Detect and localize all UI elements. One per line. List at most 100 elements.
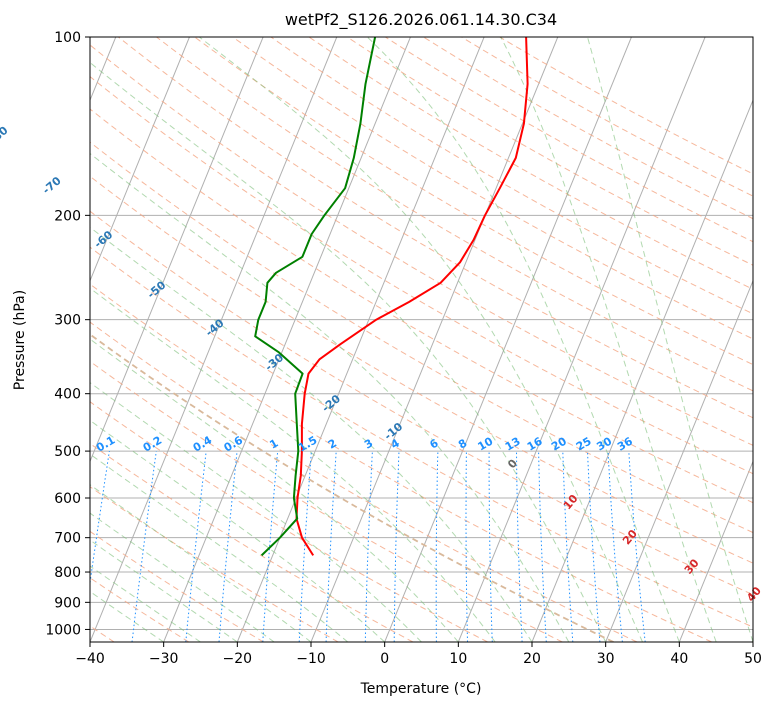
dry-adiabat-line	[232, 37, 753, 340]
isotherm-label: -10	[382, 420, 406, 443]
dry-adiabat-line	[423, 37, 753, 220]
y-tick-label: 600	[54, 491, 81, 507]
x-axis-title: Temperature (°C)	[360, 681, 482, 697]
mixing-ratio-line	[435, 451, 439, 642]
mixing-ratio-line	[538, 451, 547, 642]
isotherm-line	[90, 37, 338, 642]
dry-adiabat-label: 30	[682, 556, 702, 576]
x-tick-label: 20	[523, 651, 541, 667]
isotherm-label: -80	[0, 124, 11, 147]
dry-adiabat-line	[194, 37, 753, 366]
y-tick-label: 300	[54, 313, 81, 329]
dry-adiabat-line	[90, 321, 638, 642]
plot-frame	[89, 36, 754, 643]
mixing-ratio-line	[364, 451, 373, 642]
moist-adiabat-line	[587, 37, 753, 642]
moist-adiabat-line	[90, 338, 459, 642]
dry-adiabat-line	[156, 37, 753, 392]
moist-adiabat-line	[90, 61, 607, 642]
moist-adiabat-line	[90, 512, 275, 642]
dry-adiabat-line	[90, 246, 753, 628]
dewpoint-line	[254, 37, 377, 557]
dry-adiabat-line	[90, 75, 753, 475]
isotherm-line	[605, 279, 753, 642]
y-tick-label: 500	[54, 444, 81, 460]
dry-adiabat-line	[90, 442, 414, 642]
x-tick-label: −30	[149, 651, 179, 667]
profile-lines	[254, 37, 529, 557]
moist-adiabat-line	[90, 484, 312, 642]
moist-adiabat-line	[90, 453, 349, 642]
mixing-ratio-line	[218, 451, 238, 642]
isotherm-line	[310, 37, 559, 642]
dry-adiabat-line	[90, 283, 712, 642]
x-tick-label: 0	[380, 651, 389, 667]
y-tick-label: 200	[54, 208, 81, 224]
chart-title: wetPf2_S126.2026.061.14.30.C34	[285, 10, 557, 30]
dry-adiabat-label: 20	[620, 527, 640, 547]
y-tick-label: 100	[54, 30, 81, 46]
reference-adiabat-line	[90, 333, 614, 642]
moist-adiabat-line	[90, 287, 496, 642]
isotherm-label: -30	[263, 351, 287, 374]
mixing-ratio-line	[90, 451, 110, 587]
moist-adiabat-line	[90, 381, 422, 642]
y-axis-title: Pressure (hPa)	[12, 290, 28, 390]
isotherm-label: -50	[145, 278, 169, 301]
isotherm-line	[531, 98, 753, 642]
mixing-ratio-label: 6	[428, 436, 441, 451]
x-tick-label: −40	[75, 651, 105, 667]
moist-adiabat-line	[500, 37, 717, 642]
axes: −40 −30 −20 −10 0 10 20 30 40 5010009008007006005…	[45, 30, 762, 667]
dry-adiabat-line	[117, 37, 753, 419]
moist-adiabat-line	[90, 565, 201, 642]
y-tick-label: 900	[54, 595, 81, 611]
dry-adiabat-line	[90, 210, 753, 596]
mixing-ratio-line	[131, 451, 157, 642]
y-tick-label: 700	[54, 531, 81, 547]
mixing-ratio-line	[465, 451, 468, 642]
x-tick-label: −20	[223, 651, 253, 667]
dry-adiabat-line	[90, 175, 753, 564]
isotherm-line	[678, 460, 753, 642]
isotherm-line	[90, 37, 190, 283]
moist-adiabat-line	[90, 226, 533, 642]
mixing-ratio-line	[325, 451, 337, 642]
isotherm-label: -70	[40, 174, 64, 197]
dry-adiabat-line	[90, 44, 753, 446]
dry-adiabat-line	[499, 37, 753, 175]
dry-adiabat-line	[90, 530, 264, 642]
mixing-ratio-label: 1	[267, 437, 280, 452]
dry-adiabat-line	[90, 360, 563, 642]
moist-adiabat-line	[90, 419, 386, 642]
x-tick-label: 10	[449, 651, 467, 667]
dry-adiabat-label: 0	[505, 457, 520, 471]
x-tick-label: 50	[744, 651, 762, 667]
isotherm-line	[90, 37, 264, 463]
dry-adiabat-line	[90, 577, 190, 642]
moist-adiabat-line	[90, 152, 570, 642]
y-tick-label: 1000	[45, 622, 81, 638]
x-tick-label: 40	[670, 651, 688, 667]
mixing-ratio-label: 3	[362, 437, 375, 452]
isotherm-label: -20	[319, 392, 343, 415]
mixing-ratio-line	[488, 451, 493, 642]
y-tick-label: 800	[54, 565, 81, 581]
isotherm-line	[163, 37, 411, 642]
isotherm-line	[384, 37, 632, 642]
dry-adiabat-label: 40	[744, 584, 764, 604]
temperature-line	[295, 37, 529, 556]
mixing-ratio-line	[607, 451, 623, 642]
x-tick-label: −10	[296, 651, 326, 667]
mixing-ratio-label: 2	[326, 437, 339, 452]
moist-adiabat-line	[366, 37, 680, 642]
isotherm-line	[236, 37, 485, 642]
y-tick-label: 400	[54, 387, 81, 403]
dry-adiabat-line	[346, 37, 753, 266]
moist-adiabat-line	[198, 37, 643, 642]
isotherm-line	[752, 640, 753, 642]
isotherm-line	[457, 37, 706, 642]
dry-adiabat-line	[90, 401, 488, 642]
x-tick-label: 30	[597, 651, 615, 667]
